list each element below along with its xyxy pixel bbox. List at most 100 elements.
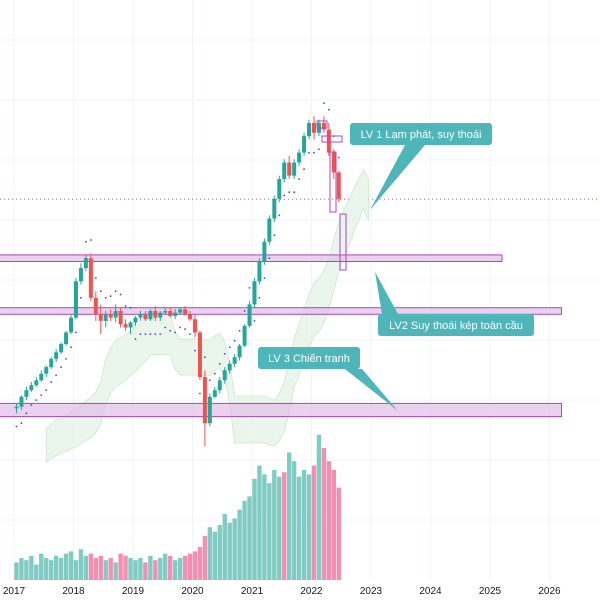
candle-body <box>88 258 93 298</box>
psar-dot <box>89 239 92 241</box>
psar-dot <box>169 329 172 332</box>
candle-body <box>232 357 237 364</box>
psar-dot <box>327 108 330 111</box>
volume-bar <box>182 555 188 580</box>
candle-body <box>197 332 202 377</box>
volume-bar <box>63 553 69 580</box>
psar-dot <box>94 277 97 279</box>
volume-bar <box>138 558 143 580</box>
volume-bar <box>158 558 163 580</box>
volume-bar <box>88 553 94 580</box>
candle-body <box>297 152 302 163</box>
psar-dot <box>104 296 107 299</box>
x-axis-background <box>0 581 600 600</box>
psar-dot <box>40 394 43 397</box>
support-zone <box>0 402 562 418</box>
callout-text: LV2 Suy thoái kép toàn cầu <box>389 320 523 332</box>
candle-body <box>307 122 312 137</box>
volume-bar <box>267 483 272 580</box>
volume-bar <box>83 555 89 580</box>
candle-body <box>331 152 336 173</box>
psar-dot <box>65 357 67 360</box>
volume-bar <box>78 549 84 580</box>
candle-body <box>257 261 262 282</box>
psar-dot <box>248 287 251 289</box>
candle-body <box>168 311 173 316</box>
candle-body <box>326 129 331 153</box>
candle-body <box>123 324 128 328</box>
callout-text: LV 3 Chiến tranh <box>268 353 350 365</box>
volume-bar <box>272 470 277 580</box>
callout-pointer <box>375 272 398 314</box>
psar-dot <box>253 320 256 322</box>
volume-bar <box>58 558 64 580</box>
annotation-callout: LV2 Suy thoái kép toàn cầu <box>375 272 534 336</box>
candle-body <box>192 319 197 333</box>
psar-dot <box>322 102 325 104</box>
psar-dot <box>70 346 72 349</box>
callout-pointer <box>345 369 398 411</box>
candle-body <box>287 162 292 176</box>
candle-body <box>49 358 54 368</box>
candle-body <box>153 311 158 318</box>
psar-dot <box>174 331 177 334</box>
volume-bar <box>277 476 282 580</box>
candle-body <box>39 373 44 381</box>
candle-body <box>64 332 69 344</box>
candle-body <box>29 385 34 391</box>
candle-body <box>103 314 108 321</box>
ichimoku-cloud <box>45 168 369 463</box>
volume-bar <box>39 553 44 580</box>
candle-body <box>83 258 88 269</box>
psar-dot <box>164 326 167 329</box>
callout-box <box>258 347 360 369</box>
volume-bar <box>331 470 337 580</box>
psar-dot <box>60 366 63 368</box>
volume-bar <box>197 547 203 580</box>
volume-bar <box>237 509 242 580</box>
candle-body <box>302 136 307 153</box>
psar-dot <box>243 310 246 312</box>
volume-bar <box>73 560 79 580</box>
psar-dot <box>233 339 236 342</box>
callout-box <box>350 123 492 145</box>
psar-dot <box>189 333 191 335</box>
volume-bar <box>247 496 252 580</box>
x-tick-label: 2020 <box>181 586 204 597</box>
candle-body <box>54 352 59 359</box>
psar-dot <box>144 333 147 335</box>
candle-body <box>292 162 297 176</box>
volume-bar <box>123 555 128 580</box>
volume-bars <box>14 434 341 580</box>
candle-body <box>118 311 123 325</box>
psar-dot <box>30 404 33 406</box>
psar-dot <box>303 168 305 171</box>
psar-dot <box>129 306 132 309</box>
candle-body <box>59 344 64 353</box>
psar-dot <box>213 372 216 375</box>
marker-box <box>329 151 337 213</box>
candle-body <box>19 396 24 407</box>
volume-bar <box>187 553 193 580</box>
psar-dot <box>20 422 23 425</box>
psar-dot <box>199 392 201 395</box>
psar-dot <box>75 331 77 334</box>
candle-body <box>262 241 267 262</box>
psar-dot <box>84 240 87 243</box>
parabolic-sar-dots <box>15 102 340 428</box>
psar-dot <box>25 412 28 415</box>
callout-pointer <box>370 145 425 210</box>
annotation-callout: LV 3 Chiến tranh <box>258 347 398 411</box>
candle-body <box>252 281 257 305</box>
volume-bar <box>108 558 113 580</box>
support-zone <box>0 254 503 262</box>
candle-body <box>272 198 277 219</box>
candle-body <box>207 396 212 424</box>
volume-bar <box>103 560 108 580</box>
psar-dot <box>194 349 196 352</box>
volume-bar <box>286 452 292 580</box>
candle-body <box>34 380 39 386</box>
support-zones <box>0 254 562 418</box>
volume-bar <box>177 558 183 580</box>
